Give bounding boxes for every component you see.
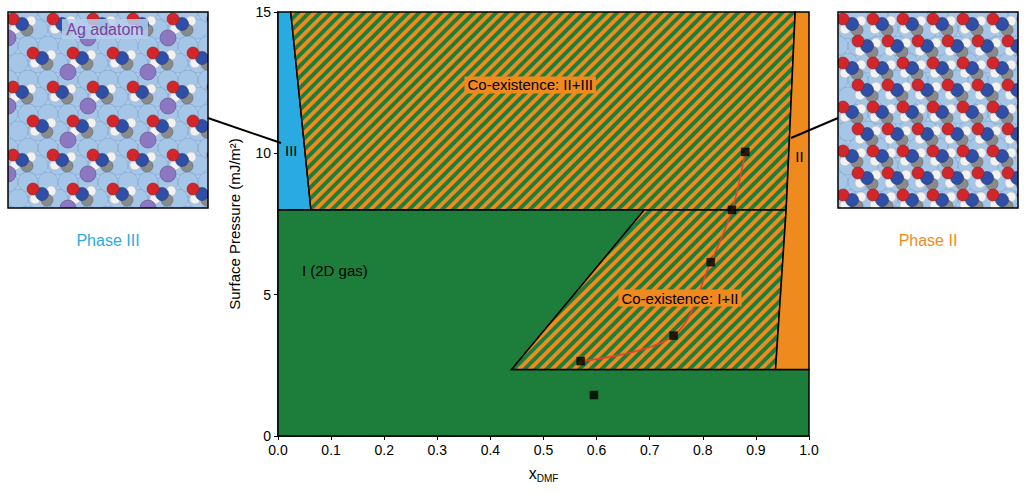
svg-text:0.3: 0.3: [428, 442, 448, 458]
svg-text:Phase II: Phase II: [899, 232, 958, 249]
svg-text:15: 15: [255, 4, 271, 20]
svg-text:1.0: 1.0: [799, 442, 819, 458]
svg-text:Ag adatom: Ag adatom: [66, 21, 143, 38]
svg-text:III: III: [285, 142, 298, 159]
svg-text:10: 10: [255, 145, 271, 161]
svg-text:II: II: [795, 148, 803, 165]
svg-text:Co-existence: II+III: Co-existence: II+III: [467, 76, 592, 93]
svg-text:0.4: 0.4: [481, 442, 501, 458]
svg-text:0.8: 0.8: [693, 442, 713, 458]
svg-text:Co-existence: I+II: Co-existence: I+II: [621, 290, 738, 307]
svg-text:0.1: 0.1: [321, 442, 341, 458]
svg-text:Surface Pressure (mJ/m²): Surface Pressure (mJ/m²): [226, 138, 243, 310]
svg-text:I (2D gas): I (2D gas): [302, 262, 368, 279]
svg-text:0.6: 0.6: [587, 442, 607, 458]
svg-text:0.9: 0.9: [746, 442, 766, 458]
svg-text:5: 5: [263, 287, 271, 303]
svg-text:0.7: 0.7: [640, 442, 660, 458]
svg-text:0.5: 0.5: [534, 442, 554, 458]
svg-text:0.0: 0.0: [268, 442, 288, 458]
svg-text:x: x: [529, 465, 537, 482]
svg-text:Phase III: Phase III: [76, 232, 139, 249]
svg-text:0: 0: [263, 428, 271, 444]
svg-text:DMF: DMF: [537, 473, 559, 484]
svg-text:0.2: 0.2: [374, 442, 394, 458]
